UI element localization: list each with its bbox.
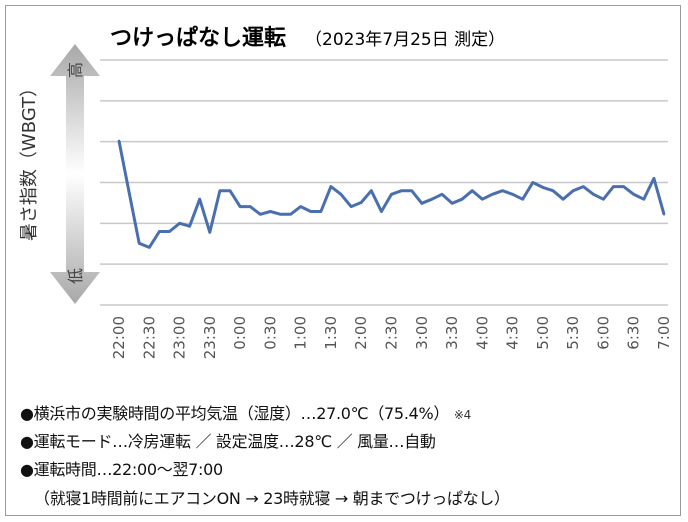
- y-low-label: 低: [66, 268, 85, 284]
- data-point: [198, 198, 201, 201]
- data-point: [299, 205, 302, 208]
- x-tick-label: 0:30: [261, 316, 279, 350]
- y-axis-arrow-icon: [50, 44, 100, 304]
- data-point: [259, 213, 262, 216]
- x-tick-label: 23:00: [171, 316, 189, 359]
- data-point: [420, 202, 423, 205]
- data-point: [127, 191, 131, 194]
- data-point: [269, 210, 272, 213]
- data-point: [360, 201, 363, 204]
- data-point: [460, 198, 464, 201]
- data-point: [289, 213, 292, 216]
- x-tick-label: 3:00: [413, 316, 431, 350]
- data-point: [390, 193, 393, 196]
- x-tick-label: 7:00: [655, 316, 673, 350]
- x-tick-label: 5:00: [534, 316, 552, 350]
- data-point: [612, 185, 615, 188]
- data-point: [602, 198, 605, 201]
- data-point: [339, 193, 343, 196]
- x-tick-label: 3:30: [443, 316, 461, 350]
- data-point: [158, 230, 161, 233]
- data-point: [279, 213, 282, 216]
- data-point: [329, 185, 333, 188]
- x-tick-label: 4:30: [504, 316, 522, 350]
- note-average-temperature: ●横浜市の実験時間の平均気温（湿度）…27.0℃（75.4%） ※4: [20, 400, 471, 424]
- data-point: [249, 205, 252, 208]
- data-point: [430, 198, 434, 201]
- data-point: [117, 139, 121, 143]
- data-point: [541, 186, 545, 189]
- data-point: [440, 193, 444, 196]
- data-point: [410, 189, 413, 192]
- x-tick-label: 22:00: [110, 316, 128, 359]
- data-point: [178, 222, 181, 225]
- data-point: [511, 193, 514, 196]
- data-point: [238, 205, 242, 208]
- x-tick-label: 0:00: [231, 316, 249, 350]
- footnote-ref: ※4: [453, 408, 471, 422]
- data-point: [521, 198, 524, 201]
- note-operation-time: ●運転時間…22:00～翌7:00: [20, 460, 223, 479]
- data-point: [491, 193, 494, 196]
- x-tick-label: 23:30: [201, 316, 219, 359]
- data-point: [662, 213, 666, 216]
- data-point: [380, 210, 383, 213]
- data-point: [228, 189, 232, 192]
- x-tick-label: 6:30: [625, 316, 643, 350]
- data-point: [137, 242, 141, 245]
- data-point: [571, 189, 575, 192]
- data-point: [652, 177, 656, 180]
- data-point: [582, 185, 585, 188]
- note-text: ●横浜市の実験時間の平均気温（湿度）…27.0℃（75.4%）: [20, 404, 450, 423]
- data-point: [481, 198, 484, 201]
- note-operation-mode: ●運転モード…冷房運転 ／ 設定温度…28℃ ／ 風量…自動: [20, 432, 436, 451]
- data-point: [319, 210, 323, 213]
- x-tick-label: 2:30: [383, 316, 401, 350]
- y-high-label: 高: [66, 62, 85, 78]
- data-point: [561, 198, 565, 201]
- data-point: [168, 230, 171, 233]
- data-point: [349, 205, 353, 208]
- data-point: [450, 202, 454, 205]
- data-point: [370, 189, 373, 192]
- data-point: [592, 193, 595, 196]
- data-point: [400, 189, 403, 192]
- data-point: [218, 189, 222, 192]
- data-point: [531, 181, 534, 184]
- x-tick-label: 4:00: [473, 316, 491, 350]
- y-axis-label: 暑さ指数（WBGT）: [19, 79, 40, 241]
- data-point: [501, 189, 504, 192]
- x-tick-label: 22:30: [140, 316, 158, 359]
- data-point: [551, 189, 555, 192]
- x-tick-label: 6:00: [594, 316, 612, 350]
- note-schedule: （就寝1時間前にエアコンON → 23時就寝 → 朝までつけっぱなし）: [34, 489, 510, 508]
- data-point: [188, 224, 191, 228]
- data-point: [642, 198, 646, 201]
- chart-subtitle: （2023年7月25日 測定）: [305, 30, 505, 50]
- data-point: [208, 231, 212, 234]
- x-tick-label: 2:00: [352, 316, 370, 350]
- data-point: [471, 189, 474, 192]
- x-tick-label: 1:30: [322, 316, 340, 350]
- data-point: [622, 185, 625, 188]
- data-point: [148, 246, 151, 249]
- x-tick-label: 5:30: [564, 316, 582, 350]
- data-point: [309, 210, 312, 213]
- data-point: [632, 193, 635, 196]
- chart-title: つけっぱなし運転: [110, 25, 286, 51]
- figure-frame: [5, 5, 681, 516]
- x-tick-label: 1:00: [292, 316, 310, 350]
